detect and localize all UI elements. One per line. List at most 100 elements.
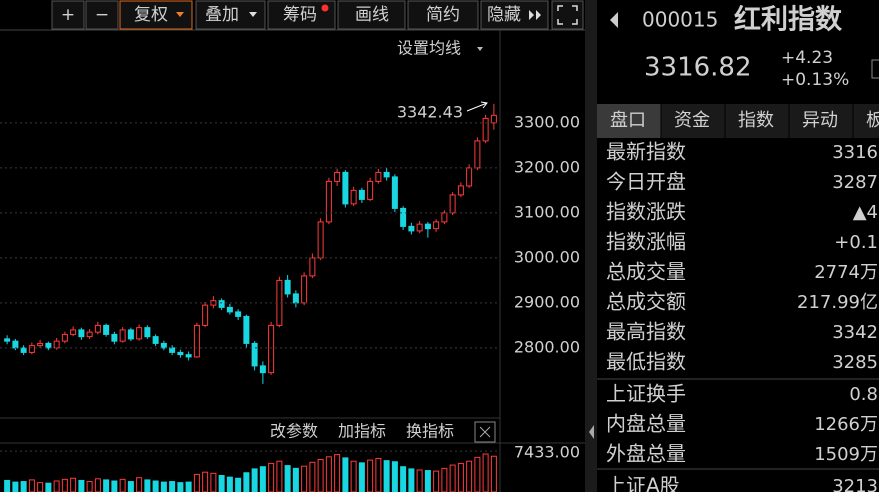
candle-body (94, 324, 101, 333)
candle-body (193, 324, 200, 358)
candle-body (218, 300, 225, 308)
volume-bar (391, 461, 398, 492)
volume-bar (4, 479, 11, 492)
candle-body (177, 351, 184, 356)
expand-icon[interactable] (557, 5, 578, 25)
volume-bar (408, 468, 415, 492)
y-tick-label: 3200.00 (514, 157, 580, 176)
volume-bar (37, 482, 44, 492)
volume-bar (441, 467, 448, 492)
row-value: 3287 (832, 172, 878, 193)
volume-bar (53, 480, 60, 492)
volume-bar (210, 472, 217, 492)
volume-bar (317, 459, 324, 492)
row-label: 指数涨跌 (606, 200, 686, 224)
volume-bar (424, 470, 431, 492)
candle-body (482, 117, 489, 142)
peak-annotation: 3342.43 (397, 103, 463, 122)
quote-header: 000015 红利指数 3316.82 +4.23 +0.13% (610, 4, 879, 90)
volume-bar (416, 469, 423, 492)
param-button[interactable]: 改参数 (270, 422, 318, 441)
hide-button[interactable]: 隐藏 (487, 5, 521, 25)
volume-bar (94, 478, 101, 492)
volume-bar (375, 457, 382, 492)
volume-bar (474, 456, 481, 492)
switch-indicator[interactable]: 换指标 (406, 422, 454, 441)
candle-body (251, 342, 258, 367)
row-value: 3342 (832, 322, 878, 343)
candle-body (416, 223, 423, 232)
volume-bar (284, 465, 291, 492)
candle-body (144, 327, 151, 338)
volume-bar (325, 456, 332, 492)
row-value: ▲4 (853, 202, 878, 223)
volume-bar (12, 481, 19, 492)
y-tick-label: 2900.00 (514, 292, 580, 311)
divider[interactable] (585, 0, 597, 492)
button-frame[interactable] (551, 0, 584, 30)
button-frame[interactable] (51, 0, 85, 30)
dropdown-arrow (249, 12, 257, 17)
candle-body (490, 114, 497, 124)
tabs: 盘口 资金 指数 异动 板 (597, 104, 879, 138)
ma-settings[interactable]: 设置均线 (397, 39, 461, 58)
candle-body (424, 223, 431, 230)
tab[interactable]: 指数 (738, 110, 774, 131)
row-label: 最高指数 (606, 320, 686, 344)
row-label: 最低指数 (606, 350, 686, 374)
candle-body (185, 354, 192, 358)
button-frame[interactable] (337, 0, 406, 30)
dropdown-arrow (176, 12, 184, 17)
candle-body (449, 194, 456, 214)
candle-body (259, 365, 266, 374)
row-label: 内盘总量 (606, 412, 686, 436)
tab[interactable]: 资金 (674, 110, 710, 131)
zoom-in[interactable]: + (61, 5, 75, 25)
candle-body (441, 212, 448, 223)
volume-bar (251, 468, 258, 492)
button-frame[interactable] (85, 0, 119, 30)
volume-bar (400, 466, 407, 492)
candle-body (317, 221, 324, 259)
row-label: 总成交量 (606, 260, 686, 284)
candle-body (61, 333, 68, 342)
add-indicator[interactable]: 加指标 (338, 422, 386, 441)
candle-body (383, 171, 390, 178)
candle-body (152, 336, 159, 344)
candle-body (119, 329, 126, 342)
tab[interactable]: 异动 (802, 110, 838, 131)
candle-body (53, 340, 60, 349)
collapse-arrow[interactable] (589, 425, 594, 439)
active-tab (597, 104, 661, 138)
volume-bar (466, 460, 473, 492)
volume-bar (185, 481, 192, 492)
tab[interactable]: 板 (866, 110, 879, 131)
volume-bar (127, 481, 134, 492)
candle-body (45, 342, 52, 349)
volume-bar (383, 460, 390, 492)
adjust-button[interactable]: 复权 (134, 5, 168, 25)
overlay-button[interactable]: 叠加 (205, 5, 239, 25)
candle-body (433, 221, 440, 230)
candle-body (160, 342, 167, 349)
candles (4, 103, 497, 492)
side-box[interactable] (871, 59, 879, 79)
button-frame[interactable] (407, 0, 479, 30)
volume-bar (449, 464, 456, 492)
close-box[interactable] (474, 421, 496, 443)
tab[interactable]: 盘口 (610, 110, 646, 131)
draw-button[interactable]: 画线 (355, 5, 389, 25)
simple-button[interactable]: 简约 (426, 5, 460, 25)
candle-body (358, 189, 365, 200)
candle-body (408, 225, 415, 232)
volume-bar (218, 475, 225, 492)
chips-button[interactable]: 筹码 (283, 5, 317, 25)
volume-bar (20, 481, 27, 492)
prev-arrow[interactable] (610, 12, 618, 28)
y-tick-label: 3300.00 (514, 112, 580, 131)
candle-body (4, 338, 11, 342)
row-value: 3316 (832, 142, 878, 163)
volume-bar (144, 479, 151, 492)
row-label: 上证A股 (606, 474, 680, 492)
zoom-out[interactable]: − (95, 5, 109, 25)
